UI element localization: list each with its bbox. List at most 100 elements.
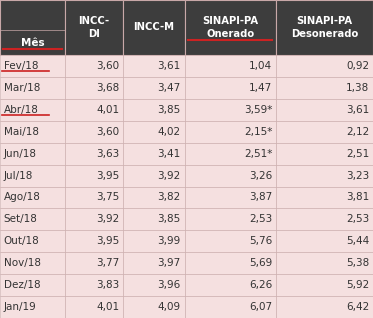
Text: 3,97: 3,97: [158, 258, 181, 268]
Text: SINAPI-PA: SINAPI-PA: [297, 16, 352, 26]
Bar: [185, 77, 276, 99]
Text: Mai/18: Mai/18: [4, 127, 39, 137]
Bar: [0, 296, 65, 318]
Text: 3,95: 3,95: [96, 236, 119, 246]
Bar: [65, 296, 123, 318]
Text: 3,60: 3,60: [96, 61, 119, 71]
Bar: [65, 208, 123, 230]
Text: 3,87: 3,87: [249, 192, 272, 203]
Bar: [65, 274, 123, 296]
Text: 4,09: 4,09: [158, 302, 181, 312]
Text: 3,75: 3,75: [96, 192, 119, 203]
Text: 3,95: 3,95: [96, 170, 119, 181]
Bar: [123, 274, 185, 296]
Bar: [185, 252, 276, 274]
Text: SINAPI-PA: SINAPI-PA: [202, 16, 258, 26]
Bar: [123, 186, 185, 208]
Text: Jan/19: Jan/19: [4, 302, 37, 312]
Text: 1,38: 1,38: [346, 83, 369, 93]
Bar: [65, 186, 123, 208]
Bar: [185, 99, 276, 121]
Bar: [185, 121, 276, 143]
Text: 2,53: 2,53: [346, 214, 369, 225]
Text: Jun/18: Jun/18: [4, 149, 37, 159]
Text: 1,04: 1,04: [249, 61, 272, 71]
Text: Desonerado: Desonerado: [291, 29, 358, 39]
Bar: [65, 165, 123, 186]
Bar: [65, 99, 123, 121]
Bar: [123, 208, 185, 230]
Bar: [0, 121, 65, 143]
Bar: [65, 230, 123, 252]
Text: Onerado: Onerado: [206, 29, 254, 39]
Bar: [185, 230, 276, 252]
Text: 6,07: 6,07: [249, 302, 272, 312]
Text: 5,92: 5,92: [346, 280, 369, 290]
Bar: [0, 55, 65, 77]
Text: 1,47: 1,47: [249, 83, 272, 93]
Text: 3,85: 3,85: [158, 214, 181, 225]
Text: 3,81: 3,81: [346, 192, 369, 203]
Bar: [123, 0, 185, 55]
Bar: [276, 0, 373, 55]
Text: 2,15*: 2,15*: [244, 127, 272, 137]
Bar: [276, 99, 373, 121]
Bar: [0, 143, 65, 165]
Text: 3,83: 3,83: [96, 280, 119, 290]
Text: 3,85: 3,85: [158, 105, 181, 115]
Bar: [185, 186, 276, 208]
Bar: [0, 230, 65, 252]
Text: 6,42: 6,42: [346, 302, 369, 312]
Bar: [65, 252, 123, 274]
Bar: [185, 55, 276, 77]
Bar: [123, 252, 185, 274]
Bar: [123, 99, 185, 121]
Bar: [276, 274, 373, 296]
Text: 4,02: 4,02: [158, 127, 181, 137]
Bar: [0, 165, 65, 186]
Text: 2,12: 2,12: [346, 127, 369, 137]
Text: Mês: Mês: [21, 38, 44, 48]
Bar: [123, 55, 185, 77]
Bar: [0, 77, 65, 99]
Bar: [123, 143, 185, 165]
Bar: [185, 296, 276, 318]
Bar: [185, 208, 276, 230]
Text: 3,61: 3,61: [346, 105, 369, 115]
Text: 6,26: 6,26: [249, 280, 272, 290]
Text: INCC-M: INCC-M: [134, 23, 174, 32]
Text: INCC-: INCC-: [79, 16, 110, 26]
Text: 2,53: 2,53: [249, 214, 272, 225]
Text: 3,41: 3,41: [158, 149, 181, 159]
Text: 5,76: 5,76: [249, 236, 272, 246]
Text: 3,92: 3,92: [96, 214, 119, 225]
Bar: [276, 208, 373, 230]
Text: Dez/18: Dez/18: [4, 280, 40, 290]
Bar: [123, 77, 185, 99]
Bar: [0, 99, 65, 121]
Text: 3,61: 3,61: [158, 61, 181, 71]
Text: Nov/18: Nov/18: [4, 258, 41, 268]
Text: Ago/18: Ago/18: [4, 192, 41, 203]
Text: 3,59*: 3,59*: [244, 105, 272, 115]
Bar: [276, 252, 373, 274]
Text: 3,23: 3,23: [346, 170, 369, 181]
Text: Out/18: Out/18: [4, 236, 40, 246]
Text: 3,92: 3,92: [158, 170, 181, 181]
Text: Mar/18: Mar/18: [4, 83, 40, 93]
Text: 3,63: 3,63: [96, 149, 119, 159]
Bar: [65, 55, 123, 77]
Bar: [65, 0, 123, 55]
Bar: [123, 230, 185, 252]
Bar: [65, 143, 123, 165]
Bar: [185, 143, 276, 165]
Text: Fev/18: Fev/18: [4, 61, 38, 71]
Bar: [123, 121, 185, 143]
Bar: [276, 143, 373, 165]
Bar: [276, 77, 373, 99]
Bar: [0, 208, 65, 230]
Bar: [276, 230, 373, 252]
Text: 5,69: 5,69: [249, 258, 272, 268]
Text: 2,51: 2,51: [346, 149, 369, 159]
Bar: [276, 121, 373, 143]
